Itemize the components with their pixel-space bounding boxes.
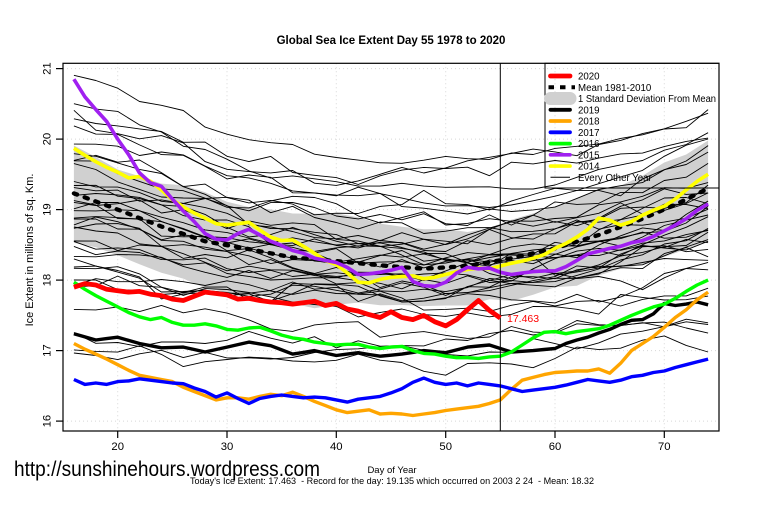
- svg-text:Ice Extent in millions of sq.: Ice Extent in millions of sq. Km.: [24, 174, 36, 327]
- svg-text:Global Sea Ice Extent Day 55 1: Global Sea Ice Extent Day 55 1978 to 202…: [277, 35, 506, 47]
- svg-text:21: 21: [42, 62, 54, 75]
- svg-text:Mean 1981-2010: Mean 1981-2010: [578, 83, 652, 94]
- svg-text:Day of Year: Day of Year: [367, 465, 416, 476]
- svg-text:18: 18: [42, 274, 54, 287]
- svg-text:2019: 2019: [578, 105, 600, 116]
- svg-text:2016: 2016: [578, 139, 600, 150]
- svg-text:30: 30: [221, 441, 234, 453]
- svg-text:http://sunshinehours.wordpress: http://sunshinehours.wordpress.com: [14, 458, 320, 481]
- svg-text:20: 20: [111, 441, 124, 453]
- svg-text:Every Other Year: Every Other Year: [578, 173, 653, 184]
- svg-text:2018: 2018: [578, 117, 600, 128]
- svg-text:Today's Ice Extent: 17.463 -: Today's Ice Extent: 17.463 - Record for …: [190, 476, 594, 486]
- svg-text:2014: 2014: [578, 162, 600, 173]
- svg-text:19: 19: [42, 203, 54, 216]
- svg-text:16: 16: [42, 415, 54, 428]
- svg-text:20: 20: [42, 133, 54, 146]
- svg-text:40: 40: [330, 441, 343, 453]
- svg-text:1 Standard Deviation From Mean: 1 Standard Deviation From Mean: [578, 94, 716, 105]
- svg-text:2020: 2020: [578, 72, 600, 83]
- svg-text:17: 17: [42, 344, 54, 357]
- svg-text:50: 50: [439, 441, 452, 453]
- svg-text:17.463: 17.463: [507, 313, 539, 325]
- svg-text:70: 70: [658, 441, 671, 453]
- svg-text:60: 60: [549, 441, 562, 453]
- svg-text:2017: 2017: [578, 128, 600, 139]
- svg-text:2015: 2015: [578, 150, 600, 161]
